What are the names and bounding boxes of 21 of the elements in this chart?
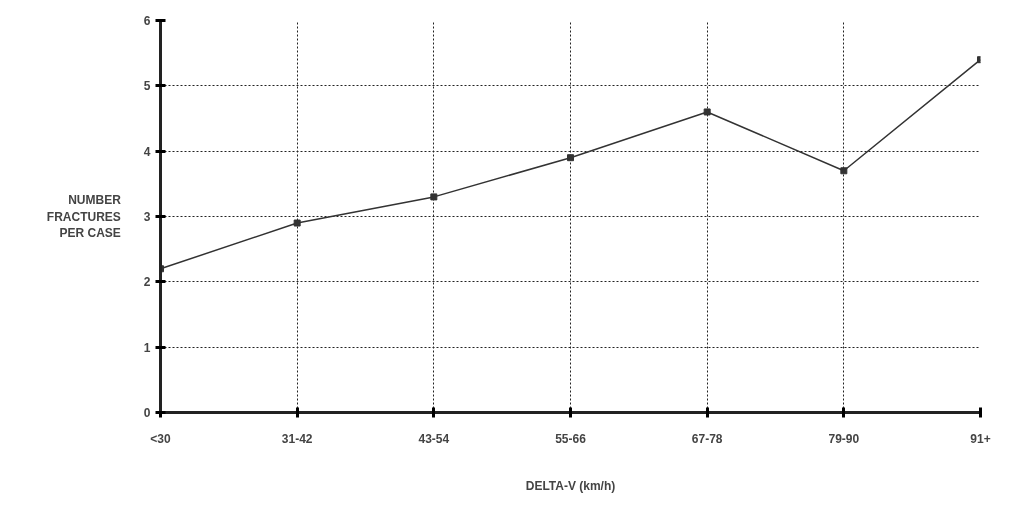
y-tick-label: 4 [143, 144, 151, 159]
x-axis-title: DELTA-V (km/h) [525, 478, 616, 493]
x-tick-label: 67-78 [691, 431, 723, 446]
y-tick-label: 0 [143, 406, 151, 420]
x-tick-label: 31-42 [281, 431, 313, 446]
point [430, 193, 438, 201]
point [567, 154, 574, 162]
y-tick-label: 6 [143, 14, 151, 28]
x-tick-label: <30 [150, 431, 171, 446]
point [840, 167, 848, 175]
y-tick-label: 2 [143, 275, 151, 290]
x-tick-label: 79-90 [828, 431, 860, 446]
y-tick-label: 3 [143, 210, 151, 224]
x-tick-label: 91+ [970, 431, 991, 446]
x-tick-label: 43-54 [418, 431, 450, 446]
x-tick-label: 55-66 [555, 431, 587, 446]
point [703, 108, 711, 116]
y-axis-title: NUMBER FRACTURES PER CASE [46, 192, 122, 241]
point [293, 219, 301, 227]
y-tick-label: 5 [143, 79, 151, 94]
y-tick-label: 1 [143, 340, 151, 355]
